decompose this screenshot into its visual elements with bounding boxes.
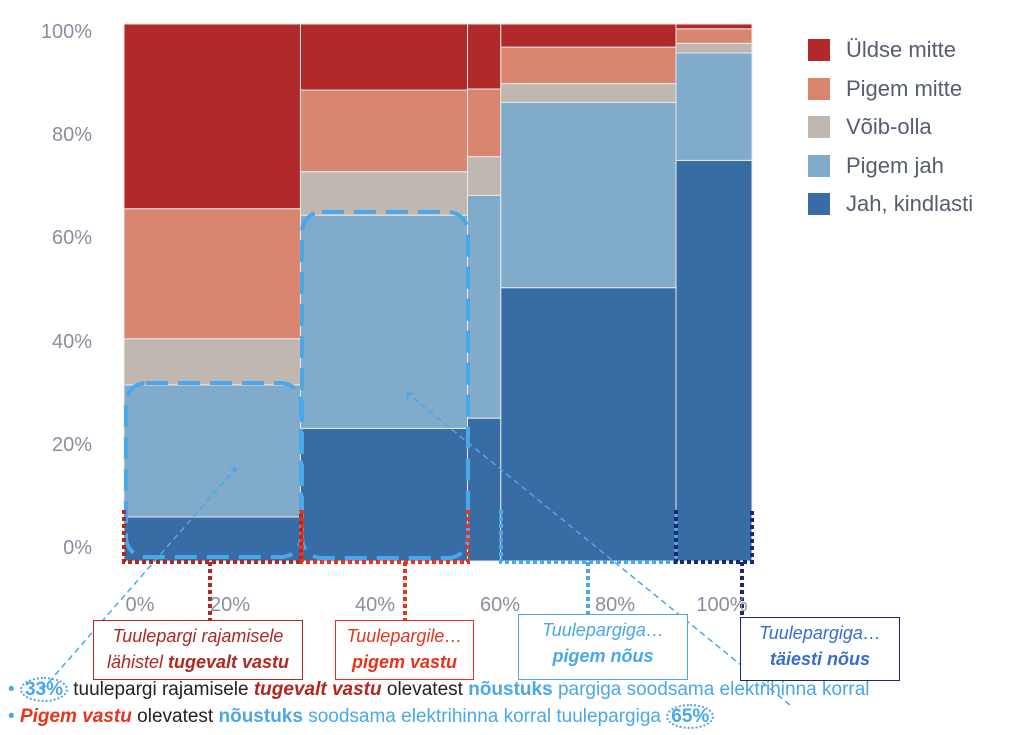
pct-65: 65%: [666, 704, 715, 729]
mosaic-cell: [675, 23, 753, 30]
bullet: •: [8, 706, 15, 727]
y-tick-label: 20%: [51, 433, 92, 456]
x-tick-label: 40%: [354, 594, 396, 616]
mosaic-cell: [500, 46, 677, 85]
text: tuulepargi rajamisele: [67, 679, 254, 700]
mosaic-cell: [299, 89, 469, 173]
note-line-2: • Pigem vastu olevatest nõustuks soodsam…: [8, 704, 715, 729]
pct-33: 33%: [19, 677, 68, 702]
y-tick-label: 60%: [51, 227, 92, 250]
mosaic-cell: [675, 52, 753, 161]
mosaic-cell: [675, 28, 753, 44]
mosaic-cell: [500, 83, 677, 103]
bullet: •: [8, 679, 15, 700]
text: Pigem vastu: [19, 706, 132, 727]
mosaic-cell: [123, 338, 301, 386]
mosaic-cell: [467, 23, 502, 90]
mosaic-cell: [123, 516, 301, 562]
arrow-33: [41, 467, 237, 691]
mosaic-cell: [467, 156, 502, 196]
text: nõustuks: [218, 706, 303, 727]
text: tugevalt vastu: [253, 679, 382, 700]
legend-item: Pigem mitte: [808, 76, 962, 102]
legend-label: Pigem jah: [846, 152, 944, 178]
text: pargiga soodsama elektrihinna korral: [552, 679, 870, 700]
mosaic-cell: [467, 88, 502, 158]
label: Tuulepargiga…: [759, 623, 881, 643]
annotation-rather-against: Tuulepargile… pigem vastu: [335, 620, 474, 680]
mosaic-cell: [500, 287, 677, 562]
label: tugevalt vastu: [167, 652, 290, 672]
text: soodsama elektrihinna korral tuulepargig…: [302, 706, 667, 727]
mosaic-cell: [299, 214, 469, 429]
y-tick-label: 40%: [51, 330, 92, 353]
legend-swatch: [808, 39, 830, 61]
text: nõustuks: [468, 679, 553, 700]
mosaic-cell: [675, 159, 753, 562]
y-tick-label: 80%: [51, 124, 92, 147]
label: pigem vastu: [351, 652, 458, 672]
x-tick-label: 20%: [209, 594, 251, 616]
y-tick-label: 0%: [63, 537, 92, 559]
annotation-strongly-against: Tuulepargi rajamisele lähistel tugevalt …: [93, 620, 303, 680]
mosaic-cell: [467, 194, 502, 419]
mosaic-cell: [123, 23, 301, 210]
bracket: [300, 510, 470, 620]
mosaic-cell: [467, 417, 502, 562]
mosaic-cell: [500, 101, 677, 289]
label: pigem nõus: [552, 646, 654, 666]
legend-label: Jah, kindlasti: [846, 191, 974, 216]
bracket: [499, 510, 678, 614]
x-tick-label: 60%: [479, 594, 521, 616]
bracket: [674, 510, 754, 617]
annotation-rather-agree: Tuulepargiga… pigem nõus: [518, 614, 688, 680]
legend-label: Pigem mitte: [846, 75, 963, 101]
x-tick-label: 80%: [594, 594, 636, 616]
mosaic-cell: [123, 384, 301, 518]
label: lähistel: [106, 652, 168, 672]
highlight-box-65: [300, 210, 470, 560]
arrow-65: [406, 392, 791, 706]
label: Tuulepargi rajamisele: [112, 626, 284, 646]
mosaic-cell: [500, 23, 677, 48]
mosaic-cell: [299, 427, 469, 562]
x-tick-label: 0%: [125, 594, 155, 616]
legend-label: Võib-olla: [846, 114, 932, 139]
legend-item: Jah, kindlasti: [808, 191, 973, 217]
legend-swatch: [808, 154, 830, 177]
mosaic-cell: [675, 42, 753, 54]
mosaic-cell: [123, 208, 301, 340]
legend-swatch: [808, 116, 830, 138]
bracket: [122, 510, 303, 620]
mosaic-cell: [299, 23, 469, 91]
y-tick-label: 100%: [40, 21, 92, 43]
label: Tuulepargiga…: [542, 620, 664, 640]
label: täiesti nõus: [769, 649, 871, 669]
legend-item: Pigem jah: [808, 153, 944, 179]
legend-item: Üldse mitte: [808, 37, 956, 63]
label: Tuulepargile…: [346, 626, 463, 646]
note-line-1: • 33% tuulepargi rajamisele tugevalt vas…: [8, 677, 870, 702]
annotation-fully-agree: Tuulepargiga… täiesti nõus: [740, 617, 900, 681]
text: olevatest: [381, 679, 469, 700]
text: olevatest: [131, 706, 219, 727]
legend-swatch: [808, 193, 830, 215]
legend-label: Üldse mitte: [846, 37, 957, 62]
annotation-overlay: [41, 210, 791, 706]
x-tick-label: 100%: [696, 594, 748, 616]
legend-swatch: [808, 77, 830, 100]
mosaic-cell: [299, 171, 469, 216]
legend-item: Võib-olla: [808, 114, 932, 140]
